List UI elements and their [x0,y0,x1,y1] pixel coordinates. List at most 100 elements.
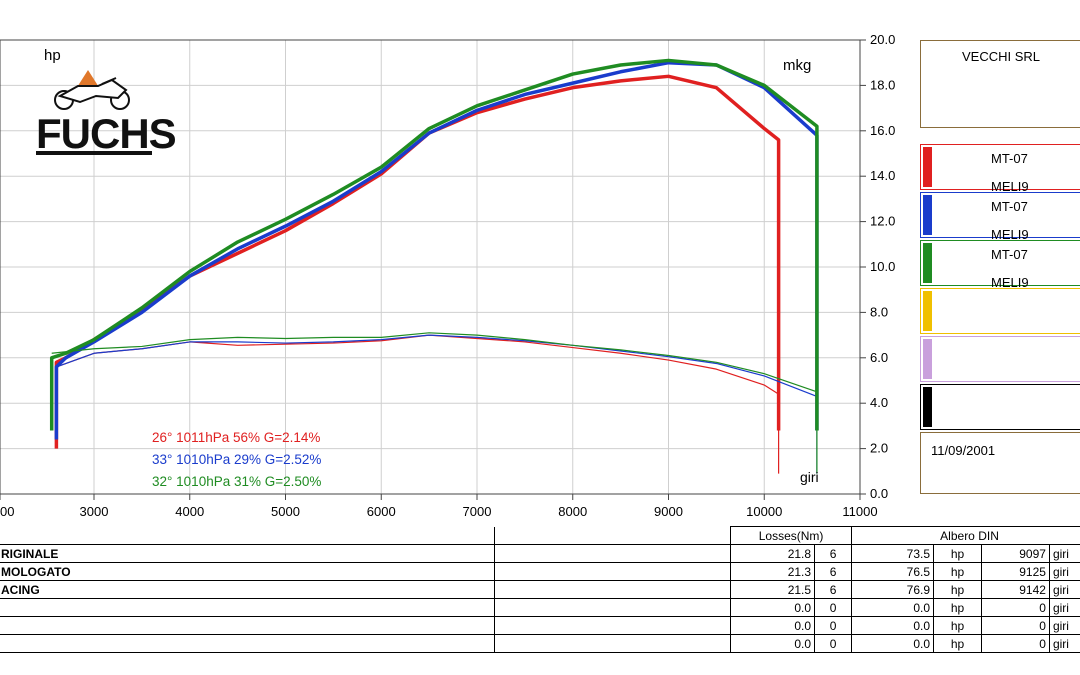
cell-blank [494,616,732,635]
cell-blank [494,544,732,563]
cell-n: 0 [814,634,853,653]
table-row: RIGINALE 21.8 6 73.5 hp 9097 giri [0,544,1080,563]
y-tick-label: 8.0 [870,304,888,319]
cell-loss: 0.0 [730,598,816,617]
legend-entry: MT-07 MELI9 [920,192,1080,242]
cell-name: RIGINALE [0,544,496,563]
legend-entry [920,288,1080,334]
cell-n: 0 [814,616,853,635]
x-tick-label: 6000 [367,504,396,519]
cell-rpm: 0 [980,598,1050,617]
company-box: VECCHI SRL [920,40,1080,128]
cell-rpm_unit: giri [1048,598,1080,617]
cell-rpm: 9142 [980,580,1050,599]
table-header-row: Losses(Nm) Albero DIN [0,526,1080,545]
x-tick-label: 8000 [558,504,587,519]
cell-unit: hp [933,598,982,617]
logo-motorbike-icon [54,70,130,110]
x-tick-label: 5000 [271,504,300,519]
x-tick-label: 10000 [746,504,782,519]
cell-rpm_unit: giri [1048,580,1080,599]
results-table: Losses(Nm) Albero DIN RIGINALE 21.8 6 73.5 h… [0,526,1080,653]
cell-loss: 21.5 [730,580,816,599]
x-tick-label: 7000 [463,504,492,519]
torque-curve-2 [51,332,818,474]
losses-header: Losses(Nm) [730,526,853,545]
condition-line: 32° 1010hPa 31% G=2.50% [152,474,321,489]
x-axis-label: giri [800,469,819,485]
legend-swatch [923,243,932,283]
cell-rpm: 9125 [980,562,1050,581]
power-curve-2 [49,58,819,431]
test-date: 11/09/2001 [931,443,996,458]
y-tick-label: 18.0 [870,77,895,92]
cell-rpm: 0 [980,634,1050,653]
legend-entry: MT-07 MELI9 [920,240,1080,290]
cell-n: 0 [814,598,853,617]
cell-rpm: 0 [980,616,1050,635]
cell-unit: hp [933,580,982,599]
y-tick-label: 2.0 [870,441,888,456]
cell-rpm_unit: giri [1048,562,1080,581]
conditions-text: 26° 1011hPa 56% G=2.14% 33° 1010hPa 29% G… [152,430,321,489]
company-name: VECCHI SRL [961,49,1041,64]
cell-hp: 73.5 [851,544,935,563]
cell-hp: 76.5 [851,562,935,581]
cell-name: MOLOGATO [0,562,496,581]
torque-curve-1 [56,334,818,474]
cell-rpm: 9097 [980,544,1050,563]
logo-underline [36,151,152,155]
cell-name [0,634,496,653]
cell-unit: hp [933,562,982,581]
cell-blank [494,634,732,653]
chart-grid [0,39,860,495]
y-tick-label: 10.0 [870,259,895,274]
cell-unit: hp [933,616,982,635]
date-box: 11/09/2001 [920,432,1080,494]
table-row: 0.0 0 0.0 hp 0 giri [0,634,1080,653]
legend-entry: MT-07 MELI9 [920,144,1080,194]
cell-loss: 21.3 [730,562,816,581]
legend-swatch [923,387,932,427]
cell-rpm_unit: giri [1048,616,1080,635]
table-row: 0.0 0 0.0 hp 0 giri [0,616,1080,635]
cell-n: 6 [814,544,853,563]
cell-loss: 21.8 [730,544,816,563]
y-tick-label: 4.0 [870,395,888,410]
legend-entry [920,384,1080,430]
condition-line: 26° 1011hPa 56% G=2.14% [152,430,320,445]
table-row: MOLOGATO 21.3 6 76.5 hp 9125 giri [0,562,1080,581]
legend-config: MELI9 [991,275,1029,290]
cell-rpm_unit: giri [1048,634,1080,653]
cell-hp: 76.9 [851,580,935,599]
y-tick-label: 12.0 [870,214,895,229]
cell-blank [494,598,732,617]
y-tick-label: 0.0 [870,486,888,501]
cell-n: 6 [814,580,853,599]
legend-model: MT-07 [991,151,1028,166]
cell-n: 6 [814,562,853,581]
albero-header: Albero DIN [851,526,1080,545]
x-tick-label: 11000 [842,504,877,519]
legend-swatch [923,339,932,379]
cell-unit: hp [933,634,982,653]
legend-swatch [923,291,932,331]
y-tick-label: 16.0 [870,123,895,138]
y-tick-label: 14.0 [870,168,895,183]
legend-swatch [923,195,932,235]
cell-loss: 0.0 [730,634,816,653]
chart-series [49,58,819,474]
x-tick-label: 9000 [654,504,683,519]
condition-line: 33° 1010hPa 29% G=2.52% [152,452,321,467]
cell-name [0,616,496,635]
cell-rpm_unit: giri [1048,544,1080,563]
cell-loss: 0.0 [730,616,816,635]
logo-text: FUCHS [36,110,177,157]
chart-axes: 00 3000 4000 5000 6000 7000 8000 9000 10000 11000… [0,32,895,519]
legend-entry [920,336,1080,382]
dyno-chart: 00 3000 4000 5000 6000 7000 8000 9000 10000 11000… [0,32,895,519]
table-row: 0.0 0 0.0 hp 0 giri [0,598,1080,617]
legend-model: MT-07 [991,247,1028,262]
x-tick-label: 00 [0,504,14,519]
x-tick-label: 3000 [80,504,109,519]
